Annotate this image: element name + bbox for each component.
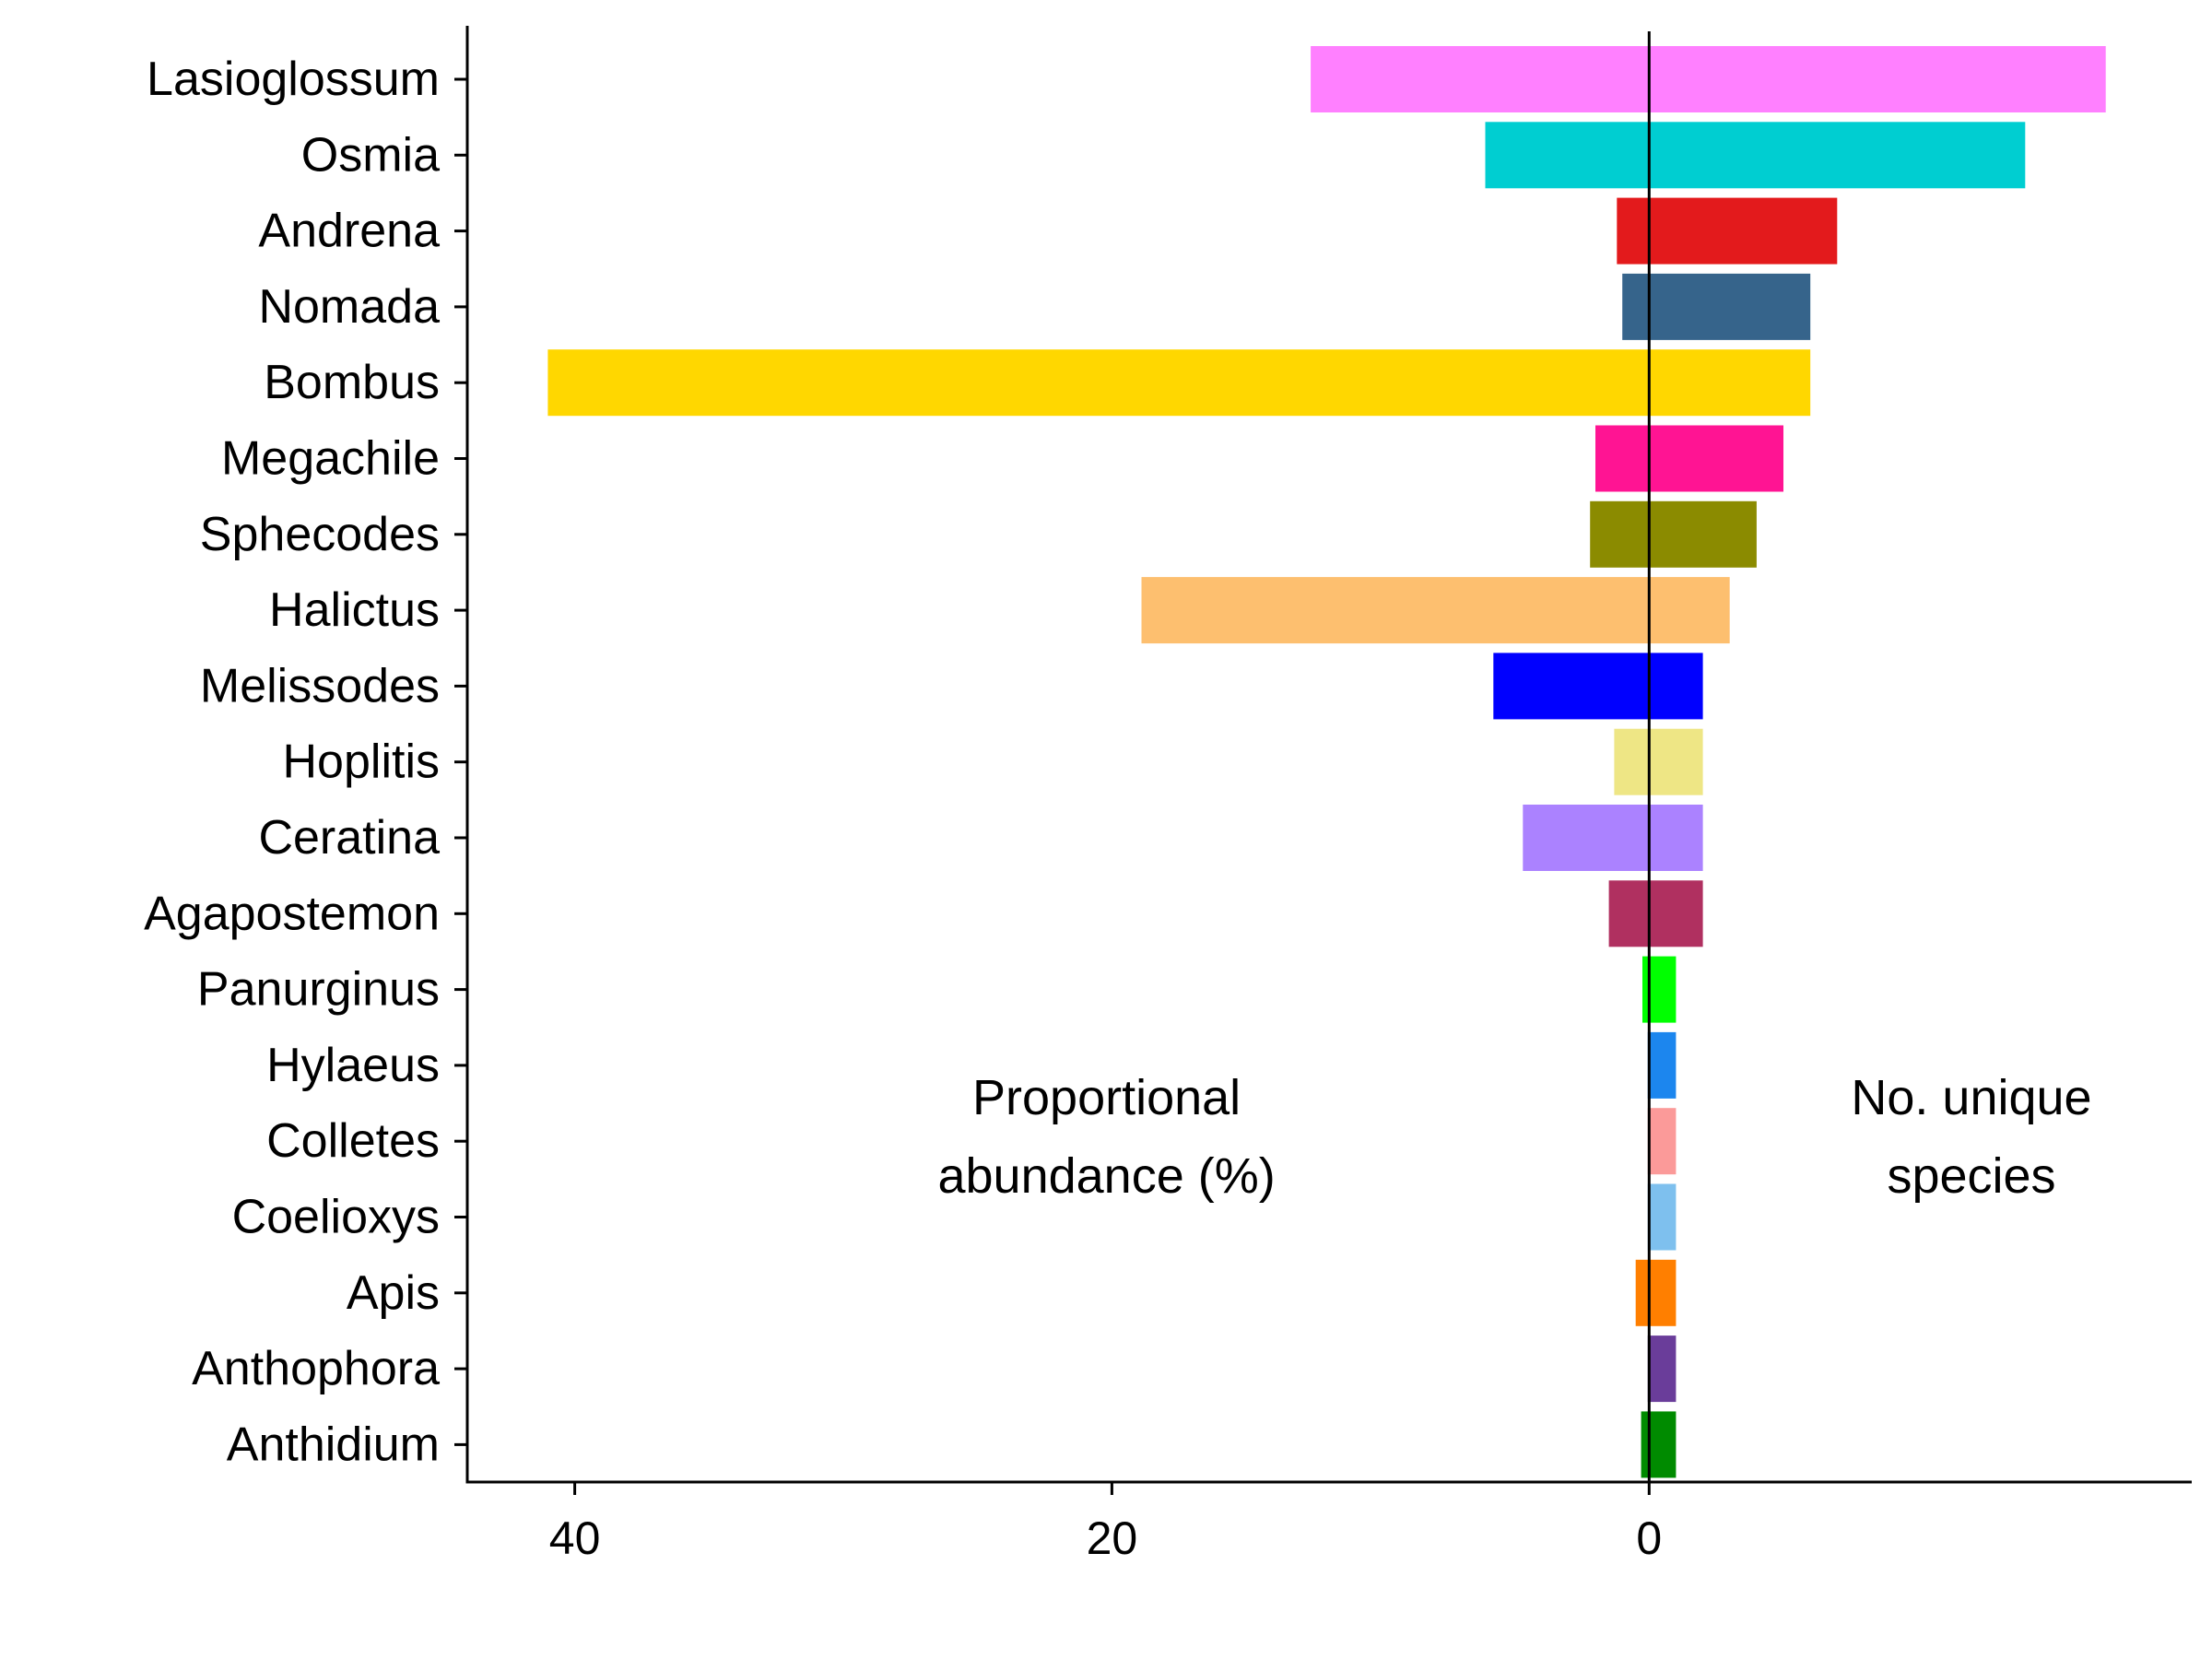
y-tick-label-hoplitis: Hoplitis bbox=[283, 735, 441, 789]
bar-abundance-agapostemon bbox=[1608, 880, 1650, 947]
y-axis-ticks bbox=[454, 77, 467, 1446]
annotations: Proportional abundance (%) No. unique speci… bbox=[937, 1070, 2091, 1204]
bar-species-apis bbox=[1649, 1259, 1677, 1326]
bar-species-osmia bbox=[1649, 122, 2026, 189]
bar-abundance-ceratina bbox=[1523, 805, 1650, 871]
y-tick-label-coelioxys: Coelioxys bbox=[232, 1191, 440, 1244]
x-axis-labels: 40 20 0 bbox=[549, 1512, 1662, 1564]
y-tick-label-apis: Apis bbox=[347, 1266, 440, 1320]
bar-species-lasioglossum bbox=[1649, 46, 2106, 112]
bar-abundance-sphecodes bbox=[1590, 500, 1650, 568]
y-tick-label-ceratina: Ceratina bbox=[258, 811, 440, 865]
bar-abundance-osmia bbox=[1485, 122, 1650, 189]
y-tick-label-bombus: Bombus bbox=[264, 356, 440, 409]
bar-species-anthophora bbox=[1649, 1335, 1677, 1403]
bar-abundance-bombus bbox=[547, 349, 1650, 417]
bar-species-anthidium bbox=[1649, 1411, 1677, 1478]
x-axis-ticks bbox=[573, 1482, 1651, 1495]
y-tick-label-melissodes: Melissodes bbox=[200, 659, 440, 712]
y-tick-label-colletes: Colletes bbox=[266, 1114, 440, 1168]
annotation-0-line-0: Proportional bbox=[972, 1070, 1241, 1125]
bar-species-panurginus bbox=[1649, 956, 1677, 1023]
y-tick-label-anthidium: Anthidium bbox=[227, 1418, 440, 1471]
bar-species-hylaeus bbox=[1649, 1031, 1677, 1099]
bar-abundance-hoplitis bbox=[1614, 728, 1650, 795]
annotation-0-line-1: abundance (%) bbox=[937, 1148, 1275, 1204]
y-tick-label-nomada: Nomada bbox=[258, 280, 440, 334]
bar-abundance-apis bbox=[1635, 1259, 1650, 1326]
bar-abundance-nomada bbox=[1622, 273, 1650, 340]
x-tick-label-0: 0 bbox=[1636, 1512, 1662, 1564]
x-tick-label-40: 40 bbox=[549, 1512, 601, 1564]
bar-abundance-halictus bbox=[1141, 577, 1650, 644]
y-tick-label-agapostemon: Agapostemon bbox=[144, 887, 440, 940]
y-tick-label-halictus: Halictus bbox=[269, 583, 440, 637]
bars-group bbox=[547, 46, 2106, 1478]
y-tick-label-anthophora: Anthophora bbox=[192, 1342, 440, 1395]
y-tick-label-andrena: Andrena bbox=[258, 205, 440, 258]
bar-species-colletes bbox=[1649, 1108, 1677, 1175]
bar-species-sphecodes bbox=[1649, 500, 1757, 568]
bar-abundance-anthidium bbox=[1641, 1411, 1650, 1478]
annotation-1-line-1: species bbox=[1887, 1148, 2055, 1204]
bar-species-bombus bbox=[1649, 349, 1811, 417]
bar-abundance-andrena bbox=[1617, 197, 1650, 265]
y-tick-label-panurginus: Panurginus bbox=[197, 963, 440, 1017]
bar-species-melissodes bbox=[1649, 653, 1703, 720]
bar-species-coelioxys bbox=[1649, 1183, 1677, 1251]
y-tick-label-osmia: Osmia bbox=[301, 128, 440, 182]
y-tick-label-lasioglossum: Lasioglossum bbox=[147, 53, 440, 106]
bar-abundance-panurginus bbox=[1642, 956, 1650, 1023]
bar-species-agapostemon bbox=[1649, 880, 1703, 947]
y-tick-label-sphecodes: Sphecodes bbox=[200, 508, 440, 561]
y-tick-label-megachile: Megachile bbox=[221, 432, 440, 486]
bar-species-ceratina bbox=[1649, 805, 1703, 871]
x-tick-label-20: 20 bbox=[1087, 1512, 1138, 1564]
bar-species-halictus bbox=[1649, 577, 1730, 644]
annotation-1-line-0: No. unique bbox=[1851, 1070, 2091, 1125]
y-axis-labels: Lasioglossum Osmia Andrena Nomada Bombus Mega… bbox=[144, 53, 440, 1471]
y-tick-label-hylaeus: Hylaeus bbox=[266, 1039, 440, 1092]
bar-species-megachile bbox=[1649, 425, 1783, 492]
bar-abundance-melissodes bbox=[1493, 653, 1650, 720]
bar-species-nomada bbox=[1649, 273, 1811, 340]
bar-species-hoplitis bbox=[1649, 728, 1703, 795]
bar-abundance-lasioglossum bbox=[1311, 46, 1650, 112]
bar-species-andrena bbox=[1649, 197, 1838, 265]
bar-abundance-megachile bbox=[1595, 425, 1650, 492]
